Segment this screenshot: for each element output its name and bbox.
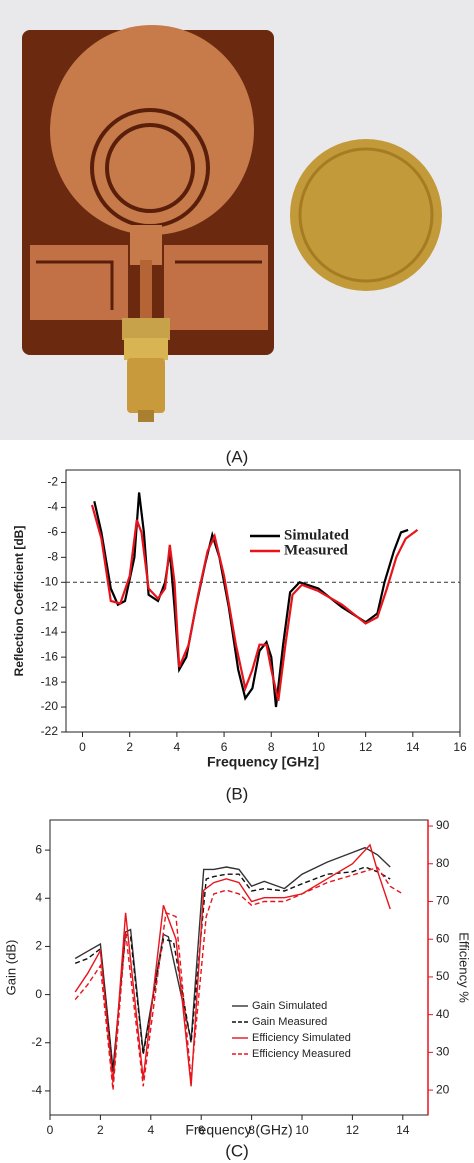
y2-tick-label: 70 xyxy=(436,894,450,908)
x-tick-label: 0 xyxy=(79,740,86,754)
legend-label: Measured xyxy=(284,542,349,558)
caption: (B) xyxy=(226,784,249,803)
y2-tick-label: 40 xyxy=(436,1007,450,1021)
y-tick-label: -6 xyxy=(47,525,58,539)
legend-label: Efficiency Simulated xyxy=(252,1032,351,1044)
legend-label: Simulated xyxy=(284,527,350,543)
plot-frame xyxy=(49,819,429,1116)
x-tick-label: 8 xyxy=(268,740,275,754)
x-tick-label: 0 xyxy=(47,1123,54,1137)
antenna-photo xyxy=(0,0,474,440)
y2-tick-label: 90 xyxy=(436,818,450,832)
x-tick-label: 6 xyxy=(221,740,228,754)
y2-tick-label: 60 xyxy=(436,931,450,945)
y2-tick-label: 20 xyxy=(436,1082,450,1096)
y2-tick-label: 50 xyxy=(436,969,450,983)
y2-axis-title: Efficiency % xyxy=(457,932,472,1003)
y-tick-label: -20 xyxy=(41,699,59,713)
series-line xyxy=(74,843,391,1087)
y-tick-label: 0 xyxy=(35,987,42,1001)
x-tick-label: 10 xyxy=(295,1123,309,1137)
y-tick-label: -2 xyxy=(31,1035,42,1049)
series-line xyxy=(74,866,391,1072)
y-tick-label: 2 xyxy=(35,939,42,953)
x-tick-label: 12 xyxy=(359,740,373,754)
y-tick-label: -10 xyxy=(41,574,59,588)
x-axis-title: Frequency (GHz) xyxy=(185,1122,292,1138)
y-tick-label: -14 xyxy=(41,624,59,638)
x-tick-label: 12 xyxy=(346,1123,360,1137)
caption: (A) xyxy=(226,447,249,466)
y-axis-title: Gain (dB) xyxy=(3,940,18,996)
x-tick-label: 14 xyxy=(396,1123,410,1137)
x-tick-label: 6 xyxy=(198,1123,205,1137)
y-tick-label: -4 xyxy=(31,1083,42,1097)
x-tick-label: 14 xyxy=(406,740,420,754)
y-tick-label: -18 xyxy=(41,674,59,688)
y-tick-label: -16 xyxy=(41,649,59,663)
x-tick-label: 2 xyxy=(97,1123,104,1137)
y-tick-label: -2 xyxy=(47,475,58,489)
y-tick-label: -8 xyxy=(47,550,58,564)
x-tick-label: 10 xyxy=(312,740,326,754)
legend-label: Efficiency Measured xyxy=(252,1048,351,1060)
series-line xyxy=(74,866,404,1091)
y2-tick-label: 30 xyxy=(436,1045,450,1059)
plot-frame xyxy=(65,469,461,733)
series-line xyxy=(90,504,419,702)
caption: (C) xyxy=(225,1141,249,1160)
y2-tick-label: 80 xyxy=(436,856,450,870)
y-axis-title: Reflection Coefficient [dB] xyxy=(12,526,26,677)
legend-label: Gain Measured xyxy=(252,1016,327,1028)
y-tick-label: -12 xyxy=(41,599,59,613)
x-tick-label: 2 xyxy=(126,740,133,754)
x-axis-title: Frequency [GHz] xyxy=(207,754,319,770)
x-tick-label: 4 xyxy=(174,740,181,754)
x-tick-label: 4 xyxy=(147,1123,154,1137)
y-tick-label: -22 xyxy=(41,724,59,738)
y-tick-label: 4 xyxy=(35,890,42,904)
x-tick-label: 16 xyxy=(453,740,467,754)
y-tick-label: -4 xyxy=(47,500,58,514)
x-tick-label: 8 xyxy=(248,1123,255,1137)
legend-label: Gain Simulated xyxy=(252,1000,327,1012)
y-tick-label: 6 xyxy=(35,842,42,856)
